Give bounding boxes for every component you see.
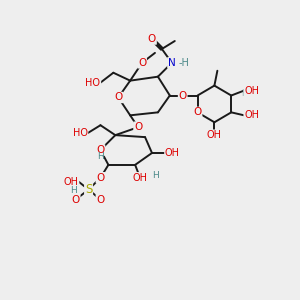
Text: O: O — [96, 194, 105, 205]
Text: OH: OH — [207, 130, 222, 140]
Text: S: S — [85, 183, 92, 196]
Text: N: N — [168, 58, 176, 68]
Text: OH: OH — [244, 110, 259, 120]
Text: OH: OH — [64, 177, 79, 187]
Text: O: O — [194, 107, 202, 117]
Text: O: O — [96, 173, 105, 183]
Text: OH: OH — [165, 148, 180, 158]
Text: O: O — [148, 34, 156, 44]
Text: O: O — [96, 145, 105, 155]
Text: O: O — [178, 91, 187, 100]
Text: HO: HO — [85, 78, 100, 88]
Text: O: O — [134, 122, 142, 132]
Text: -H: -H — [179, 58, 190, 68]
Text: OH: OH — [244, 85, 259, 96]
Text: H: H — [241, 89, 248, 98]
Text: O: O — [72, 194, 80, 205]
Text: O: O — [138, 58, 146, 68]
Text: H: H — [97, 152, 104, 161]
Text: OH: OH — [133, 173, 148, 183]
Text: O: O — [114, 92, 122, 103]
Text: H: H — [70, 186, 77, 195]
Text: HO: HO — [73, 128, 88, 138]
Text: H: H — [152, 171, 159, 180]
